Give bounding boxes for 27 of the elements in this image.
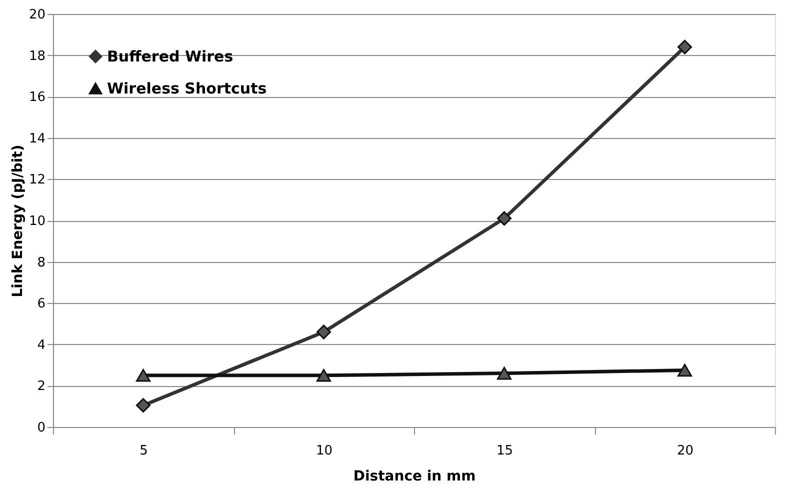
y-tick-label: 20 [28, 8, 46, 22]
y-tick-label: 0 [37, 420, 46, 436]
y-tick-label: 4 [37, 338, 46, 353]
y-tick-label: 12 [28, 172, 46, 188]
point [316, 324, 332, 340]
legend-label: Buffered Wires [107, 48, 234, 66]
y-tick-label: 14 [28, 131, 46, 146]
x-tick-label: 15 [496, 444, 514, 458]
y-tick-label: 6 [37, 296, 46, 312]
legend-label: Wireless Shortcuts [107, 80, 267, 98]
point [677, 364, 692, 377]
y-tick-label: 10 [28, 214, 46, 229]
y-axis-title: Link Energy (pJ/bit) [10, 144, 26, 298]
x-tick-label: 20 [676, 444, 694, 458]
point [136, 398, 151, 413]
point [496, 366, 512, 380]
y-tick-label: 18 [28, 48, 46, 64]
y-tick-label: 8 [37, 255, 46, 270]
point [677, 40, 692, 54]
point [136, 368, 151, 382]
x-axis-title: Distance in mm [353, 468, 476, 484]
point [316, 368, 332, 382]
point [496, 211, 512, 226]
x-tick-label: 5 [140, 444, 148, 458]
y-tick-label: 2 [37, 379, 46, 394]
x-tick-label: 10 [316, 444, 333, 458]
y-tick-label: 16 [28, 90, 46, 106]
